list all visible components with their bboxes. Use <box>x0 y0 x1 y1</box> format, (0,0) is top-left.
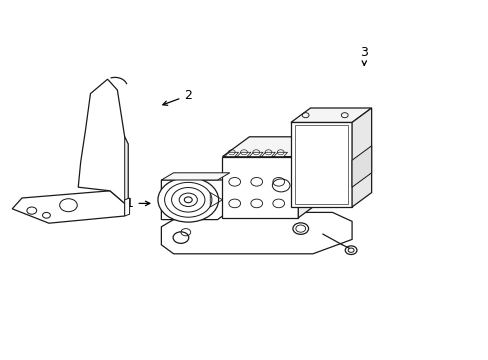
Polygon shape <box>161 180 229 220</box>
Circle shape <box>179 193 197 207</box>
Polygon shape <box>124 137 128 203</box>
Circle shape <box>171 188 204 212</box>
Circle shape <box>184 197 192 203</box>
Circle shape <box>158 177 218 222</box>
Polygon shape <box>222 157 298 218</box>
Polygon shape <box>351 108 371 207</box>
Polygon shape <box>222 137 325 157</box>
Polygon shape <box>273 152 287 157</box>
Polygon shape <box>78 79 128 203</box>
Circle shape <box>164 183 211 217</box>
Polygon shape <box>224 152 238 157</box>
Polygon shape <box>12 191 124 223</box>
Polygon shape <box>237 152 250 157</box>
Polygon shape <box>249 152 263 157</box>
Polygon shape <box>161 212 351 254</box>
Text: 2: 2 <box>163 89 192 105</box>
Polygon shape <box>290 122 351 207</box>
Polygon shape <box>351 146 371 187</box>
Polygon shape <box>290 108 371 122</box>
Text: 3: 3 <box>360 46 367 65</box>
Polygon shape <box>161 173 229 180</box>
Text: 1: 1 <box>125 197 149 210</box>
Polygon shape <box>261 152 275 157</box>
Polygon shape <box>124 198 129 216</box>
Polygon shape <box>298 137 325 218</box>
